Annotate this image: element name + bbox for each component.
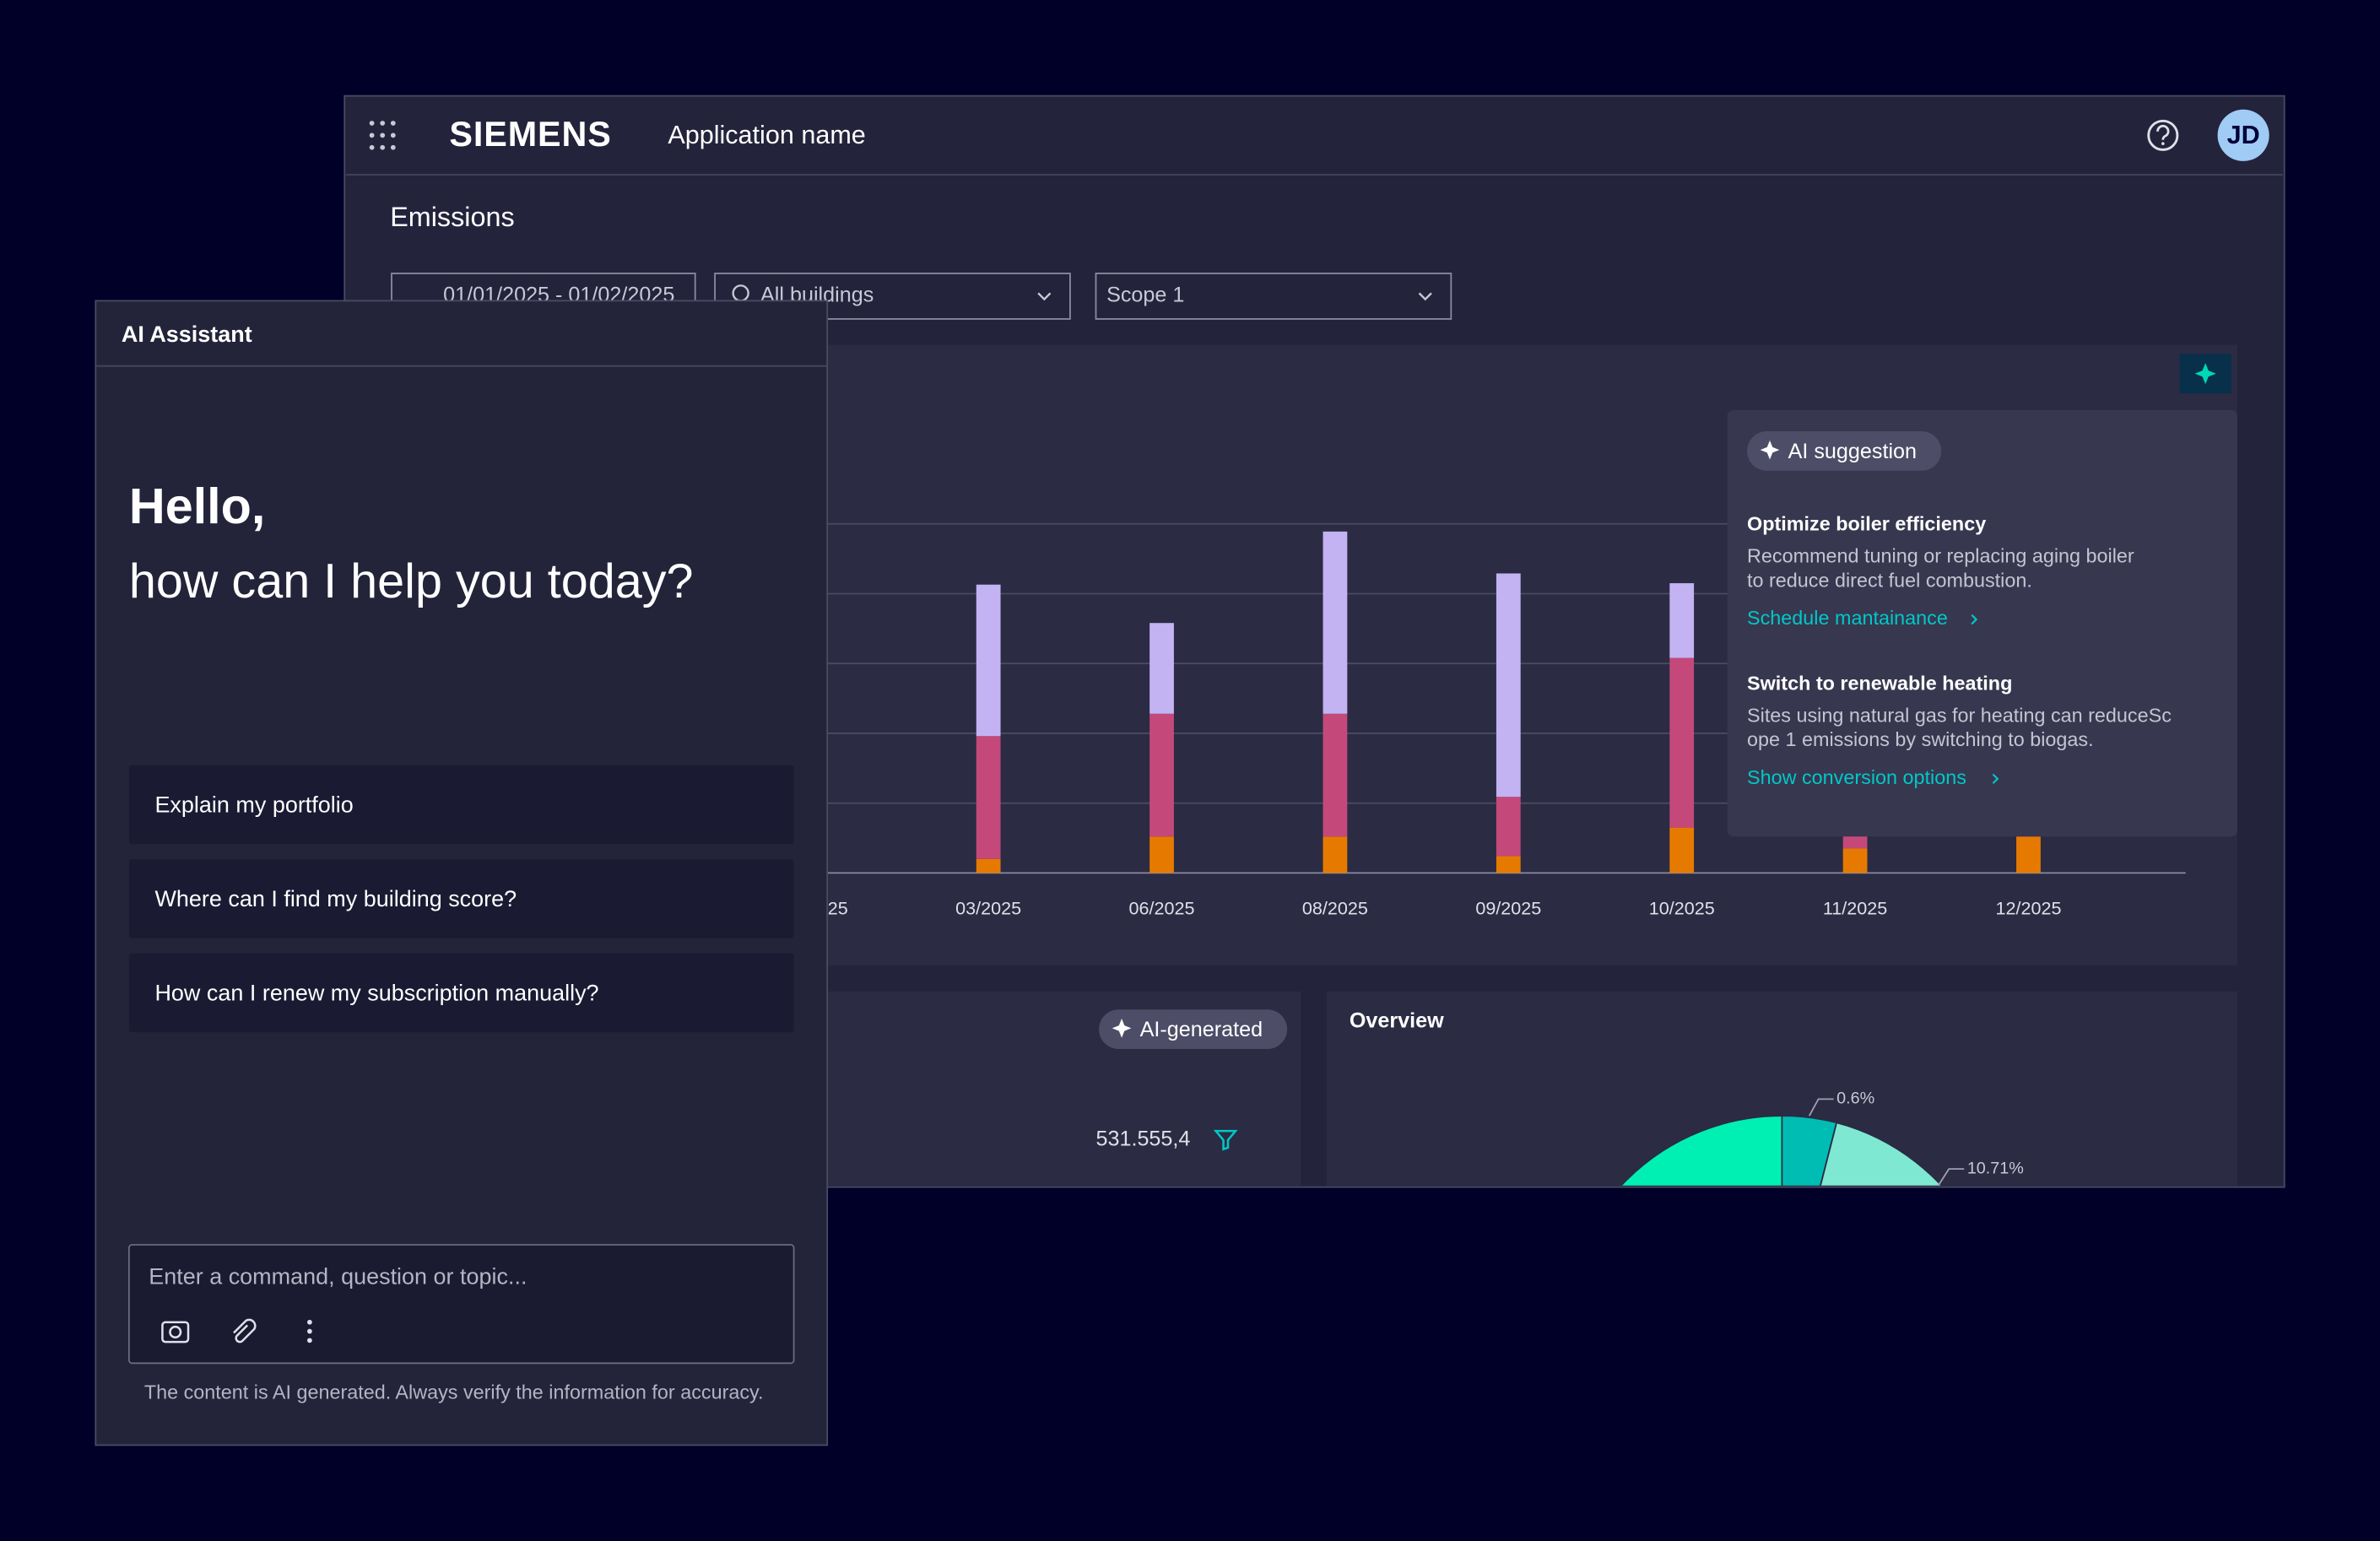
- disclaimer: The content is AI generated. Always veri…: [144, 1381, 764, 1403]
- bar-segment: [1323, 836, 1348, 873]
- bar-segment: [976, 736, 1001, 859]
- x-tick-label: 10/2025: [1649, 897, 1715, 918]
- x-tick-label: 11/2025: [1823, 897, 1887, 918]
- bar-segment: [976, 585, 1001, 737]
- ai-assistant-panel: AI Assistant Hello, how can I help you t…: [95, 300, 827, 1445]
- page-title: Emissions: [390, 202, 514, 232]
- more-icon[interactable]: [307, 1320, 312, 1343]
- pie-label: 10.71%: [1967, 1159, 2024, 1177]
- bar-segment: [2016, 836, 2041, 873]
- bar-segment: [1149, 623, 1174, 714]
- x-tick-label: 03/2025: [955, 897, 1021, 918]
- bar-segment: [976, 859, 1001, 873]
- ai-generated-text: AI-generated: [1140, 1018, 1263, 1041]
- scope-filter-text: Scope 1: [1106, 284, 1184, 307]
- prompt-text: Where can I find my building score?: [154, 886, 517, 911]
- bar-segment: [1669, 583, 1694, 658]
- app-name: Application name: [668, 121, 865, 149]
- suggestion-text: to reduce direct fuel combustion.: [1747, 569, 2032, 591]
- bar-segment: [1496, 797, 1521, 856]
- bar-segment: [1843, 848, 1868, 873]
- suggestion-text: ope 1 emissions by switching to biogas.: [1747, 728, 2094, 750]
- x-tick-label: 12/2025: [1995, 897, 2061, 918]
- chat-input[interactable]: [129, 1245, 794, 1363]
- suggestion-title: Optimize boiler efficiency: [1747, 513, 1986, 535]
- ai-suggestion-popover: AI suggestion Optimize boiler efficiency…: [1728, 410, 2237, 836]
- avatar-initials: JD: [2227, 121, 2260, 149]
- bar-segment: [1323, 532, 1348, 714]
- suggestion-title: Switch to renewable heating: [1747, 673, 2012, 695]
- ai-badge-text: AI suggestion: [1788, 440, 1917, 463]
- kpi-value: 531.555,4: [1095, 1127, 1190, 1151]
- input-placeholder: Enter a command, question or topic...: [149, 1264, 527, 1290]
- prompt-text: How can I renew my subscription manually…: [154, 980, 598, 1005]
- x-tick-label: 06/2025: [1129, 897, 1195, 918]
- greeting-question: how can I help you today?: [129, 554, 694, 608]
- bar-segment: [1496, 857, 1521, 873]
- bar-segment: [1496, 573, 1521, 797]
- panel-title: AI Assistant: [122, 322, 252, 347]
- bar-segment: [1669, 658, 1694, 828]
- brand: SIEMENS: [449, 115, 611, 154]
- pie-label: 0.6%: [1836, 1090, 1874, 1108]
- suggestion-text: Recommend tuning or replacing aging boil…: [1747, 544, 2134, 566]
- overview-title: Overview: [1350, 1008, 1444, 1032]
- bar-segment: [1669, 828, 1694, 873]
- x-tick-label: 08/2025: [1302, 897, 1368, 918]
- suggestion-link[interactable]: Schedule mantainance: [1747, 607, 1948, 629]
- bar-segment: [1323, 714, 1348, 837]
- x-tick-label: 09/2025: [1475, 897, 1541, 918]
- bar-segment: [1149, 836, 1174, 873]
- suggestion-text: Sites using natural gas for heating can …: [1747, 704, 2172, 726]
- prompt-text: Explain my portfolio: [154, 792, 353, 817]
- greeting: Hello,: [129, 478, 266, 534]
- bar-segment: [1149, 714, 1174, 837]
- suggestion-link[interactable]: Show conversion options: [1747, 766, 1966, 788]
